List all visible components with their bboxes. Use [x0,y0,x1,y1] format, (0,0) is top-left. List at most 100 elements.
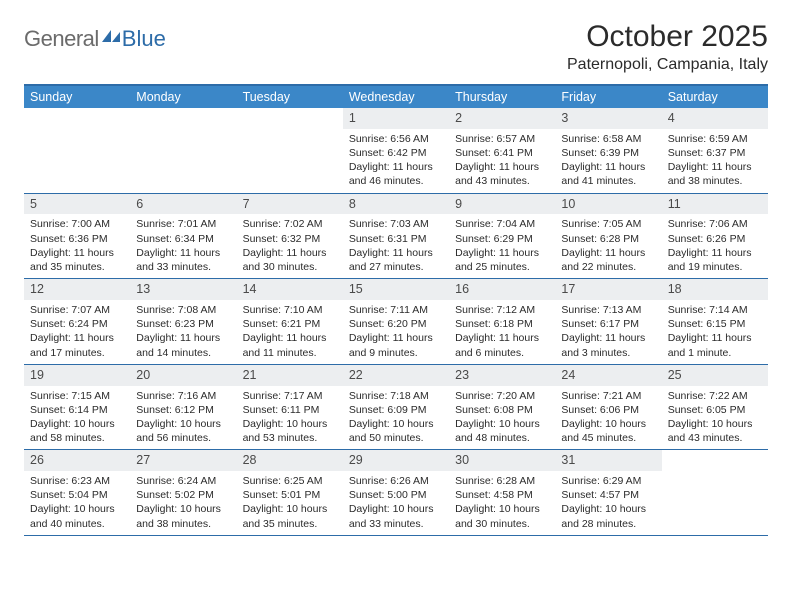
day-number: 24 [555,365,661,386]
day-line: Sunset: 6:14 PM [30,403,124,417]
day-body: Sunrise: 7:15 AMSunset: 6:14 PMDaylight:… [24,386,130,450]
day-line: Sunrise: 7:02 AM [243,217,337,231]
day-line: Daylight: 10 hours and 38 minutes. [136,502,230,530]
day-line: Sunrise: 7:21 AM [561,389,655,403]
calendar-day: 17Sunrise: 7:13 AMSunset: 6:17 PMDayligh… [555,279,661,364]
day-body: Sunrise: 7:00 AMSunset: 6:36 PMDaylight:… [24,214,130,278]
day-body: Sunrise: 6:26 AMSunset: 5:00 PMDaylight:… [343,471,449,535]
day-line: Daylight: 10 hours and 58 minutes. [30,417,124,445]
day-line: Daylight: 11 hours and 19 minutes. [668,246,762,274]
calendar-day: 30Sunrise: 6:28 AMSunset: 4:58 PMDayligh… [449,450,555,535]
day-line: Sunset: 6:32 PM [243,232,337,246]
day-body: Sunrise: 6:25 AMSunset: 5:01 PMDaylight:… [237,471,343,535]
day-line: Sunset: 6:09 PM [349,403,443,417]
day-line: Sunset: 6:24 PM [30,317,124,331]
calendar: SundayMondayTuesdayWednesdayThursdayFrid… [24,84,768,536]
calendar-day: 20Sunrise: 7:16 AMSunset: 6:12 PMDayligh… [130,365,236,450]
calendar-week: 5Sunrise: 7:00 AMSunset: 6:36 PMDaylight… [24,193,768,279]
calendar-day: 11Sunrise: 7:06 AMSunset: 6:26 PMDayligh… [662,194,768,279]
day-number [130,108,236,129]
weekday-label: Thursday [449,86,555,108]
day-number: 3 [555,108,661,129]
day-number: 4 [662,108,768,129]
weekday-label: Tuesday [237,86,343,108]
day-number: 9 [449,194,555,215]
calendar-day: 15Sunrise: 7:11 AMSunset: 6:20 PMDayligh… [343,279,449,364]
day-number: 29 [343,450,449,471]
day-body: Sunrise: 6:24 AMSunset: 5:02 PMDaylight:… [130,471,236,535]
day-line: Daylight: 10 hours and 33 minutes. [349,502,443,530]
sail-icon [102,28,120,42]
day-body: Sunrise: 6:29 AMSunset: 4:57 PMDaylight:… [555,471,661,535]
day-body: Sunrise: 7:11 AMSunset: 6:20 PMDaylight:… [343,300,449,364]
day-line: Sunset: 4:58 PM [455,488,549,502]
day-number [662,450,768,471]
day-line: Sunrise: 7:16 AM [136,389,230,403]
day-number: 28 [237,450,343,471]
day-body: Sunrise: 7:07 AMSunset: 6:24 PMDaylight:… [24,300,130,364]
day-line: Daylight: 11 hours and 3 minutes. [561,331,655,359]
day-line: Sunset: 6:29 PM [455,232,549,246]
day-number: 16 [449,279,555,300]
day-line: Daylight: 11 hours and 22 minutes. [561,246,655,274]
calendar-day [662,450,768,535]
day-line: Daylight: 11 hours and 17 minutes. [30,331,124,359]
calendar-day: 14Sunrise: 7:10 AMSunset: 6:21 PMDayligh… [237,279,343,364]
calendar-day: 2Sunrise: 6:57 AMSunset: 6:41 PMDaylight… [449,108,555,193]
day-line: Daylight: 11 hours and 33 minutes. [136,246,230,274]
brand-part1: General [24,26,99,52]
day-line: Sunset: 6:18 PM [455,317,549,331]
day-line: Daylight: 10 hours and 53 minutes. [243,417,337,445]
calendar-day: 22Sunrise: 7:18 AMSunset: 6:09 PMDayligh… [343,365,449,450]
day-number: 27 [130,450,236,471]
day-number: 18 [662,279,768,300]
day-line: Sunrise: 7:01 AM [136,217,230,231]
calendar-day: 1Sunrise: 6:56 AMSunset: 6:42 PMDaylight… [343,108,449,193]
calendar-day: 24Sunrise: 7:21 AMSunset: 6:06 PMDayligh… [555,365,661,450]
day-line: Sunset: 6:42 PM [349,146,443,160]
day-body: Sunrise: 6:56 AMSunset: 6:42 PMDaylight:… [343,129,449,193]
weekday-header: SundayMondayTuesdayWednesdayThursdayFrid… [24,86,768,108]
day-body: Sunrise: 7:08 AMSunset: 6:23 PMDaylight:… [130,300,236,364]
day-line: Daylight: 11 hours and 43 minutes. [455,160,549,188]
day-number [24,108,130,129]
weekday-label: Wednesday [343,86,449,108]
day-line: Sunrise: 6:26 AM [349,474,443,488]
day-body: Sunrise: 7:21 AMSunset: 6:06 PMDaylight:… [555,386,661,450]
day-line: Daylight: 11 hours and 35 minutes. [30,246,124,274]
calendar-day: 28Sunrise: 6:25 AMSunset: 5:01 PMDayligh… [237,450,343,535]
location: Paternopoli, Campania, Italy [567,56,768,74]
calendar-day: 18Sunrise: 7:14 AMSunset: 6:15 PMDayligh… [662,279,768,364]
day-number: 10 [555,194,661,215]
day-line: Sunrise: 7:12 AM [455,303,549,317]
day-line: Sunset: 6:11 PM [243,403,337,417]
day-line: Sunrise: 6:59 AM [668,132,762,146]
day-line: Sunrise: 7:15 AM [30,389,124,403]
day-line: Sunrise: 6:28 AM [455,474,549,488]
day-number: 31 [555,450,661,471]
calendar-day: 4Sunrise: 6:59 AMSunset: 6:37 PMDaylight… [662,108,768,193]
calendar-day: 16Sunrise: 7:12 AMSunset: 6:18 PMDayligh… [449,279,555,364]
day-number: 20 [130,365,236,386]
day-number: 17 [555,279,661,300]
calendar-day: 31Sunrise: 6:29 AMSunset: 4:57 PMDayligh… [555,450,661,535]
day-number: 15 [343,279,449,300]
day-line: Sunset: 6:23 PM [136,317,230,331]
day-number: 8 [343,194,449,215]
day-line: Sunset: 6:41 PM [455,146,549,160]
day-line: Daylight: 11 hours and 11 minutes. [243,331,337,359]
day-line: Sunset: 6:36 PM [30,232,124,246]
day-line: Sunrise: 7:05 AM [561,217,655,231]
day-line: Sunrise: 7:18 AM [349,389,443,403]
day-line: Sunrise: 7:08 AM [136,303,230,317]
day-body: Sunrise: 7:03 AMSunset: 6:31 PMDaylight:… [343,214,449,278]
day-line: Daylight: 11 hours and 46 minutes. [349,160,443,188]
day-number: 22 [343,365,449,386]
calendar-day: 13Sunrise: 7:08 AMSunset: 6:23 PMDayligh… [130,279,236,364]
day-number: 25 [662,365,768,386]
calendar-day: 21Sunrise: 7:17 AMSunset: 6:11 PMDayligh… [237,365,343,450]
day-number: 19 [24,365,130,386]
day-line: Sunrise: 6:25 AM [243,474,337,488]
calendar-day: 29Sunrise: 6:26 AMSunset: 5:00 PMDayligh… [343,450,449,535]
day-line: Daylight: 10 hours and 28 minutes. [561,502,655,530]
